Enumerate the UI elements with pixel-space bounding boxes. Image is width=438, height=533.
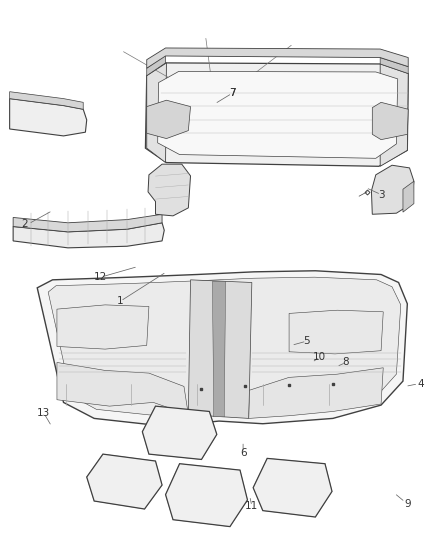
Polygon shape: [147, 54, 166, 76]
Polygon shape: [372, 102, 408, 140]
Text: 12: 12: [94, 272, 107, 282]
Text: 6: 6: [240, 448, 247, 458]
Text: 13: 13: [37, 408, 50, 418]
Text: 2: 2: [21, 219, 28, 229]
Polygon shape: [403, 181, 414, 212]
Text: 3: 3: [378, 190, 385, 199]
Polygon shape: [380, 58, 408, 74]
Polygon shape: [13, 223, 164, 248]
Polygon shape: [147, 63, 166, 163]
Polygon shape: [10, 99, 87, 136]
Text: 9: 9: [404, 499, 411, 508]
Text: 7: 7: [229, 88, 236, 98]
Text: 8: 8: [343, 358, 350, 367]
Polygon shape: [148, 164, 191, 216]
Polygon shape: [147, 48, 408, 68]
Polygon shape: [147, 100, 191, 139]
Text: 10: 10: [313, 352, 326, 362]
Text: 5: 5: [303, 336, 310, 346]
Text: 11: 11: [245, 502, 258, 511]
Polygon shape: [145, 63, 408, 166]
Polygon shape: [142, 406, 217, 459]
Polygon shape: [13, 214, 162, 232]
Polygon shape: [10, 92, 83, 109]
Polygon shape: [380, 64, 408, 166]
Polygon shape: [212, 281, 226, 417]
Polygon shape: [37, 271, 407, 426]
Polygon shape: [57, 362, 188, 415]
Polygon shape: [371, 165, 414, 214]
Text: 1: 1: [117, 296, 124, 306]
Polygon shape: [57, 305, 149, 349]
Text: 7: 7: [229, 88, 236, 98]
Polygon shape: [289, 310, 383, 354]
Polygon shape: [87, 454, 162, 509]
Polygon shape: [48, 277, 401, 417]
Polygon shape: [249, 368, 383, 418]
Polygon shape: [188, 280, 252, 418]
Polygon shape: [166, 464, 247, 527]
Text: 4: 4: [417, 379, 424, 389]
Polygon shape: [253, 458, 332, 517]
Polygon shape: [158, 71, 398, 158]
